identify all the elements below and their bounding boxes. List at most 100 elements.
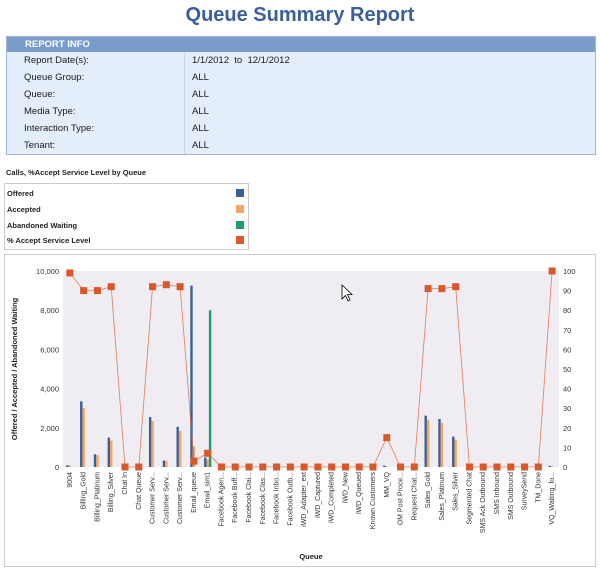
legend-label-service-level: % Accept Service Level xyxy=(7,236,91,245)
y-tick-label: 2,000 xyxy=(40,424,59,433)
bar-accepted xyxy=(68,465,72,467)
x-tick-label: Customer Serv... xyxy=(163,472,170,524)
bar-offered xyxy=(548,465,551,467)
info-label: Interaction Type: xyxy=(7,120,185,137)
bar-accepted xyxy=(96,455,99,467)
service-level-point xyxy=(424,285,432,293)
x-tick-label: Request Chat... xyxy=(411,472,418,521)
service-level-point xyxy=(369,463,377,471)
x-tick-label: Facebook Clas... xyxy=(260,472,267,525)
info-row-report-dates: Report Date(s): 1/1/2012 to 12/1/2012 xyxy=(7,52,595,69)
info-row-tenant: Tenant: ALL xyxy=(7,137,595,154)
x-tick-label: iWD_Queued xyxy=(356,472,363,514)
service-level-point xyxy=(231,463,239,471)
info-label: Queue Group: xyxy=(7,69,185,86)
y-tick-label: 10,000 xyxy=(36,267,59,276)
bar-accepted xyxy=(550,466,554,467)
y-tick-label: 4,000 xyxy=(40,385,59,394)
service-level-point xyxy=(121,463,129,471)
info-label: Media Type: xyxy=(7,103,185,120)
x-tick-label: VQ_Waiting_fo... xyxy=(549,472,556,525)
y2-tick-label: 10 xyxy=(563,443,571,452)
y-tick-label: 0 xyxy=(55,463,59,472)
legend-swatch-accepted xyxy=(236,205,244,213)
bar-offered xyxy=(204,457,207,467)
chart-container: 0 2,000 4,000 6,000 8,000 10,000 0 10 20 30 40 50 60… xyxy=(4,254,596,567)
legend-label-accepted: Accepted xyxy=(7,205,41,214)
service-level-point xyxy=(190,457,198,465)
cursor-arrow-shape xyxy=(341,284,354,302)
x-tick-label: Segmented Chat xyxy=(466,472,473,525)
service-level-point xyxy=(217,463,225,471)
x-tick-label: Chat Queue xyxy=(136,472,143,510)
bar-accepted xyxy=(440,422,444,467)
bar-accepted xyxy=(110,440,113,467)
x-tick-label: SMS Outbound xyxy=(508,472,515,520)
service-level-point xyxy=(383,434,391,442)
x-tick-label: SMS Ack Outbound xyxy=(480,472,487,533)
service-level-point xyxy=(66,269,74,277)
bar-offered xyxy=(438,418,441,467)
x-tick-label: 9004 xyxy=(67,472,74,488)
x-tick-label: Email_queue xyxy=(191,472,198,513)
mouse-cursor-icon xyxy=(341,284,354,302)
service-level-point xyxy=(452,283,460,291)
service-level-point xyxy=(397,463,405,471)
bar-accepted xyxy=(151,420,154,467)
service-level-point xyxy=(162,281,170,289)
bar-offered xyxy=(66,465,69,467)
plot-area xyxy=(63,271,559,467)
bar-accepted xyxy=(385,466,388,467)
service-level-point xyxy=(93,287,101,295)
legend-swatch-offered xyxy=(236,189,244,197)
bar-offered xyxy=(93,454,97,467)
service-level-point xyxy=(107,283,115,291)
info-value: ALL xyxy=(192,89,209,100)
x-tick-label: Sales_Platinum xyxy=(439,472,446,521)
bar-offered xyxy=(107,437,111,467)
x-tick-label: iWD_Completed xyxy=(329,472,336,523)
x-tick-label: SMS Inbound xyxy=(494,472,501,515)
x-tick-label: Customer Serv... xyxy=(177,472,184,524)
x-tick-label: Facebook Inbo... xyxy=(274,472,281,524)
info-row-media-type: Media Type: ALL xyxy=(7,103,595,120)
info-value: ALL xyxy=(192,72,209,83)
y-tick-label: 6,000 xyxy=(40,345,59,354)
chart-legend: Offered Accepted Abandoned Waiting % Acc… xyxy=(4,183,249,250)
x-tick-label: SurveySend xyxy=(522,472,529,510)
service-level-point xyxy=(328,463,336,471)
service-level-point xyxy=(176,283,184,291)
x-tick-label: iWD_Adapter_ext xyxy=(301,472,308,527)
info-value: 1/1/2012 to 12/1/2012 xyxy=(192,55,290,66)
y2-tick-label: 20 xyxy=(563,424,571,433)
legend-label-offered: Offered xyxy=(7,189,34,198)
bar-offered xyxy=(190,285,193,467)
y2-tick-label: 30 xyxy=(563,404,571,413)
bar-offered xyxy=(162,460,166,467)
x-tick-label: MM_VQ xyxy=(384,471,391,497)
service-level-point xyxy=(286,463,294,471)
info-label: Tenant: xyxy=(7,137,185,154)
info-label: Report Date(s): xyxy=(7,52,185,69)
bar-accepted xyxy=(82,408,85,467)
x-tick-label: Email_sim1 xyxy=(205,472,212,508)
legend-swatch-abandoned xyxy=(236,221,244,229)
x-tick-label: iWD_Captured xyxy=(315,472,322,518)
x-tick-label: iWD_New xyxy=(342,471,349,503)
service-level-point xyxy=(300,463,308,471)
service-level-point xyxy=(135,463,143,471)
x-tick-label: Facebook Clai... xyxy=(246,472,253,523)
service-level-point xyxy=(355,463,363,471)
service-level-point xyxy=(341,463,349,471)
info-value: ALL xyxy=(192,140,209,151)
x-tick-label: Billing_Platinum xyxy=(94,472,101,522)
x-tick-label: Billing_Silver xyxy=(108,471,115,512)
bar-offered xyxy=(148,417,152,467)
service-level-point xyxy=(273,463,281,471)
chart-title: Calls, %Accept Service Level by Queue xyxy=(6,168,147,177)
y2-tick-label: 100 xyxy=(563,267,576,276)
x-tick-label: Facebook Outb... xyxy=(287,472,294,526)
y2-tick-label: 0 xyxy=(563,463,567,472)
info-row-queue-group: Queue Group: ALL xyxy=(7,69,595,86)
service-level-point xyxy=(534,463,542,471)
